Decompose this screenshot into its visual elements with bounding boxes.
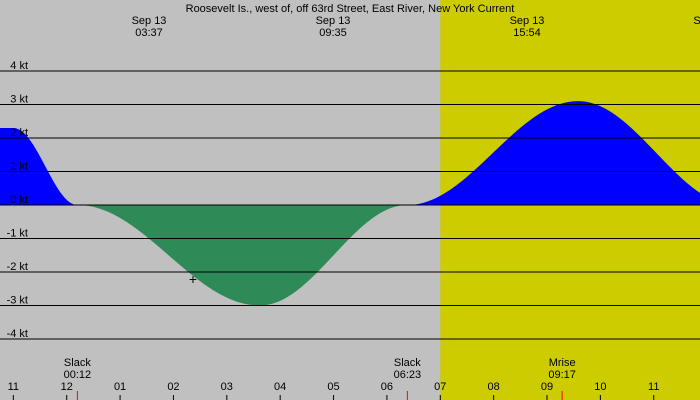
hour-tick-label: 02 [167,381,179,393]
event-time-label: 06:23 [394,369,422,381]
y-tick-label: -3 kt [7,295,28,307]
y-tick-label: 1 kt [10,161,28,173]
y-tick-label: 2 kt [10,127,28,139]
hour-tick-label: 10 [594,381,606,393]
hour-tick-label: 04 [274,381,286,393]
hour-tick-label: 08 [488,381,500,393]
hour-tick-label: 11 [648,381,659,393]
top-date-label: S [693,15,700,27]
event-name-label: Slack [394,357,421,369]
event-time-label: 09:17 [548,369,576,381]
y-tick-label: 0 kt [10,194,28,206]
hour-tick-label: 12 [61,381,73,393]
flood-current-area [0,101,700,205]
hour-tick-label: 01 [114,381,126,393]
hour-tick-label: 09 [541,381,553,393]
event-name-label: Slack [64,357,91,369]
cursor-crosshair: + [189,271,197,287]
top-date-label: Sep 13 [510,15,545,27]
hour-tick-label: 07 [434,381,446,393]
y-tick-label: -1 kt [7,228,28,240]
top-time-label: 15:54 [513,27,541,39]
top-time-label: 09:35 [319,27,347,39]
y-tick-label: 4 kt [10,60,28,72]
event-time-label: 00:12 [64,369,92,381]
top-time-label: 03:37 [135,27,163,39]
event-name-label: Mrise [549,357,576,369]
top-date-label: Sep 13 [316,15,351,27]
y-tick-label: -4 kt [7,328,28,340]
y-tick-label: -2 kt [7,261,28,273]
top-date-label: Sep 13 [132,15,167,27]
hour-tick-label: 03 [221,381,233,393]
hour-tick-label: 05 [327,381,339,393]
y-tick-label: 3 kt [10,94,28,106]
hour-tick-label: 06 [381,381,393,393]
hour-tick-label: 11 [8,381,19,393]
ebb-current-area [0,205,700,306]
chart-title: Roosevelt Is., west of, off 63rd Street,… [186,3,515,15]
